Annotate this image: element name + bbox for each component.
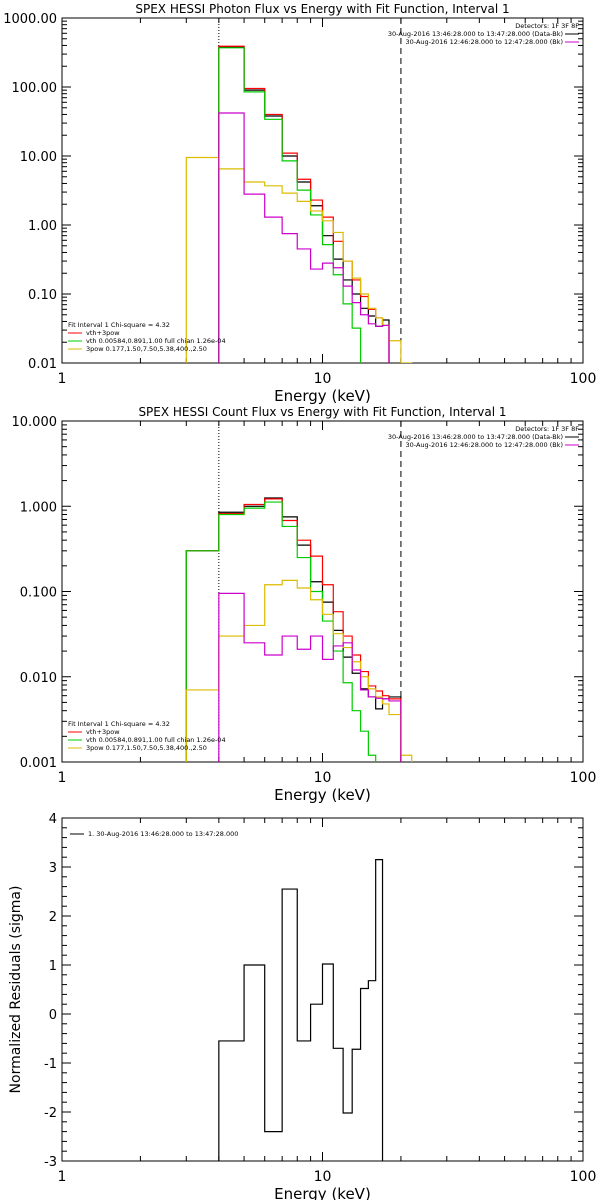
- y-tick-label: 0.10: [28, 288, 57, 303]
- y-tick-label: -2: [44, 1106, 57, 1121]
- axes-frame: [61, 17, 584, 364]
- y-tick-label: 1.000: [20, 500, 57, 515]
- x-axis-label: Energy (keV): [274, 1185, 371, 1200]
- series-bk: [218, 592, 402, 762]
- y-axis: 0.001 0.010 0.100 1.000 10.000: [12, 415, 583, 771]
- x-axis-label: Energy (keV): [274, 387, 371, 405]
- detectors-label: Detectors: 1F 3F 8F: [515, 425, 579, 433]
- series-1-30-aug-2016-13-46-28-000-to-13-47-28-000: [218, 859, 384, 1161]
- x-tick-label: 1: [58, 1169, 67, 1185]
- fit-legend-entry: vth 0.00584,0.891,1.00 full chian 1.26e-…: [86, 736, 226, 744]
- y-tick-label: 100.00: [12, 81, 58, 96]
- legend-entry: 30-Aug-2016 12:46:28.000 to 12:47:28.000…: [406, 38, 563, 46]
- y-tick-label: 2: [49, 910, 57, 925]
- legend-entry: 1. 30-Aug-2016 13:46:28.000 to 13:47:28.…: [88, 830, 238, 838]
- fit-legend-entry: 3pow 0.177,1.50,7.50,5.38,400.,2.50: [86, 744, 207, 752]
- x-tick-label: 100: [570, 770, 597, 786]
- series-data-bk: [218, 46, 390, 363]
- fit-legend-title: Fit Interval 1 Chi-square = 4.32: [68, 720, 170, 728]
- panel-3: 1 10 100 Energy (keV) -3 -2 -1 0 1 2 3 4 Normalized …: [8, 812, 596, 1200]
- y-tick-label: 1000.00: [3, 12, 57, 27]
- chart-title: SPEX HESSI Count Flux vs Energy with Fit…: [138, 405, 506, 419]
- y-tick-label: -1: [44, 1057, 57, 1072]
- y-tick-label: 0.100: [20, 586, 57, 601]
- x-tick-label: 100: [570, 371, 597, 387]
- detectors-label: Detectors: 1F 3F 8F: [515, 22, 579, 30]
- fit-legend-entry: vth+3pow: [86, 329, 120, 337]
- x-axis-label: Energy (keV): [274, 786, 371, 804]
- series-vth: [185, 501, 377, 762]
- legend-top-left: 1. 30-Aug-2016 13:46:28.000 to 13:47:28.…: [70, 830, 238, 838]
- series-vth-3pow: [185, 498, 402, 762]
- x-tick-label: 10: [314, 1169, 332, 1185]
- legend-entry: 30-Aug-2016 12:46:28.000 to 12:47:28.000…: [406, 441, 563, 449]
- legend-entry: 30-Aug-2016 13:46:28.000 to 13:47:28.000…: [388, 433, 563, 441]
- plot-area: [218, 859, 384, 1161]
- y-tick-label: -3: [44, 1155, 57, 1170]
- x-axis: 1 10 100 Energy (keV): [58, 818, 597, 1200]
- plot-area: [185, 45, 413, 363]
- x-tick-label: 10: [314, 770, 332, 786]
- y-tick-label: 10.00: [20, 150, 57, 165]
- plot-area: [185, 497, 413, 762]
- x-tick-label: 100: [570, 1169, 597, 1185]
- y-tick-label: 10.000: [12, 415, 58, 430]
- y-axis: 0.01 0.10 1.00 10.00 100.00 1000.00: [3, 12, 583, 372]
- series-bk: [218, 112, 390, 363]
- y-tick-label: 1.00: [28, 219, 57, 234]
- y-axis-label: Normalized Residuals (sigma): [8, 886, 24, 1094]
- y-axis: -3 -2 -1 0 1 2 3 4 Normalized Residuals (sigma): [8, 812, 583, 1170]
- fit-legend-entry: vth 0.00584,0.891,1.00 full chian 1.26e-…: [86, 337, 226, 345]
- y-tick-label: 4: [49, 812, 57, 827]
- x-tick-label: 1: [58, 371, 67, 387]
- x-tick-label: 10: [314, 371, 332, 387]
- legend-fit: Fit Interval 1 Chi-square = 4.32vth+3pow…: [68, 720, 226, 752]
- y-tick-label: 0.001: [20, 756, 57, 771]
- x-axis: 1 10 100 Energy (keV): [58, 18, 597, 405]
- y-tick-label: 3: [49, 861, 57, 876]
- x-tick-label: 1: [58, 770, 67, 786]
- y-tick-label: 0.010: [20, 671, 57, 686]
- panel-2: SPEX HESSI Count Flux vs Energy with Fit…: [12, 405, 597, 804]
- y-tick-label: 1: [49, 959, 57, 974]
- fit-legend-title: Fit Interval 1 Chi-square = 4.32: [68, 321, 170, 329]
- fit-legend-entry: 3pow 0.177,1.50,7.50,5.38,400.,2.50: [86, 345, 207, 353]
- legend-fit: Fit Interval 1 Chi-square = 4.32vth+3pow…: [68, 321, 226, 353]
- series-vth: [218, 47, 362, 363]
- chart-title: SPEX HESSI Photon Flux vs Energy with Fi…: [135, 2, 509, 16]
- series-3pow: [185, 579, 413, 762]
- y-tick-label: 0.01: [28, 357, 57, 372]
- legend-entry: 30-Aug-2016 13:46:28.000 to 13:47:28.000…: [388, 30, 563, 38]
- y-tick-label: 0: [49, 1008, 57, 1023]
- series-3pow: [185, 156, 413, 363]
- x-axis: 1 10 100 Energy (keV): [58, 421, 597, 804]
- series-vth-3pow: [218, 45, 390, 363]
- fit-legend-entry: vth+3pow: [86, 728, 120, 736]
- panel-1: SPEX HESSI Photon Flux vs Energy with Fi…: [3, 2, 596, 405]
